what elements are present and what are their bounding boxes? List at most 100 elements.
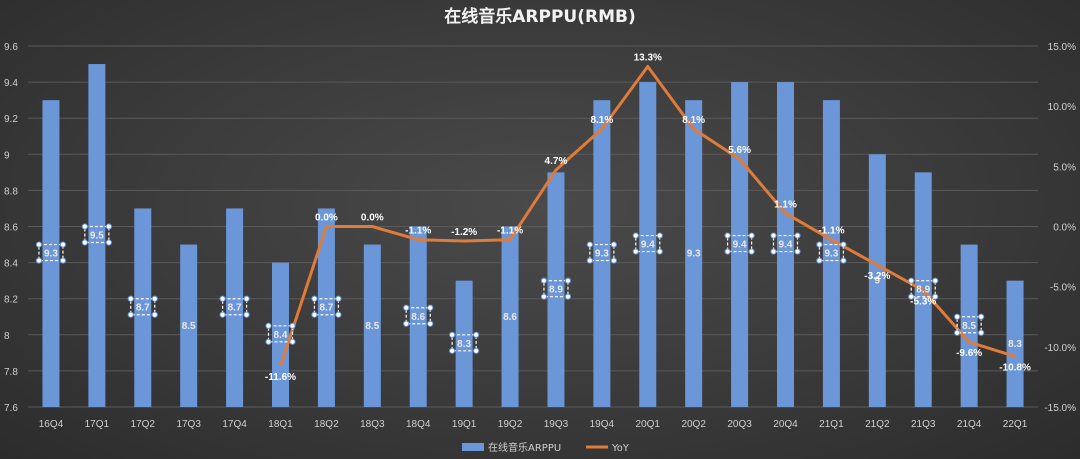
bar: [409, 226, 427, 407]
bar-value-label: 8.6: [411, 312, 425, 323]
selection-handle: [632, 248, 639, 255]
bar-value-label: 8.6: [503, 312, 517, 323]
bar-value-label: 8.9: [916, 285, 930, 296]
bar-value-label: 8.9: [549, 285, 563, 296]
x-tick-label: 18Q2: [314, 419, 339, 430]
selection-handle: [265, 322, 272, 329]
selection-handle: [724, 248, 731, 255]
x-tick-label: 19Q3: [544, 419, 569, 430]
axes: 7.6 7.8 8 8.2 8.4 8.6 8.8 9 9.2 9.4 9.6 -15.0% -10.0…: [4, 42, 1076, 430]
selection-handle: [564, 277, 572, 284]
y-right-tick-label: -15.0%: [1044, 403, 1076, 414]
y-left-tick-label: 8.6: [4, 223, 18, 234]
bar-value-label: 8.7: [136, 303, 150, 314]
y-right-tick-label: 5.0%: [1053, 162, 1076, 173]
bar-value-label: 9.4: [641, 240, 655, 251]
selection-box: [635, 234, 661, 253]
x-tick-label: 22Q1: [1003, 419, 1028, 430]
selection-handle: [540, 293, 548, 300]
selected-bar-label: 8.7: [219, 295, 250, 318]
bar-value-label: 9.4: [733, 240, 747, 251]
bar-value-label: 8.3: [457, 339, 471, 350]
legend: 在线音乐ARPPU YoY: [462, 441, 630, 454]
chart-title: 在线音乐ARPPU(RMB): [444, 6, 635, 27]
selection-box: [38, 243, 64, 262]
selected-bar-label: 9.4: [632, 232, 663, 255]
yoy-value-label: -3.2%: [864, 271, 890, 282]
yoy-value-label: 1.1%: [774, 199, 797, 210]
selection-box: [130, 298, 156, 316]
selection-handle: [59, 257, 67, 264]
x-tick-label: 21Q2: [865, 419, 890, 430]
selection-handle: [540, 277, 548, 284]
yoy-value-label: -10.8%: [999, 362, 1031, 373]
selection-handle: [770, 248, 777, 255]
bar: [685, 100, 703, 408]
bar: [180, 244, 198, 407]
bar-series: [42, 64, 1024, 408]
selected-bar-label: 8.5: [954, 313, 985, 336]
selection-handle: [473, 331, 480, 338]
selection-handle: [932, 293, 939, 300]
y-left-tick-label: 7.8: [4, 367, 18, 378]
selection-handle: [840, 241, 847, 248]
selection-handle: [81, 223, 88, 230]
line-series: [279, 64, 1016, 367]
y-left-tick-label: 9.2: [4, 114, 18, 125]
y-right-tick-label: 10.0%: [1048, 102, 1076, 113]
bar: [822, 100, 840, 408]
y-right-tick-label: -10.0%: [1044, 343, 1076, 354]
legend-swatch-bar: [462, 443, 484, 451]
y-right-tick-label: 0.0%: [1053, 223, 1076, 234]
bar-value-label: 8.3: [1008, 339, 1022, 350]
x-tick-label: 21Q3: [911, 419, 936, 430]
x-tick-label: 21Q4: [957, 419, 982, 430]
selection-handle: [265, 338, 272, 345]
bar-value-label: 9.3: [687, 249, 701, 260]
selection-box: [267, 325, 294, 343]
selection-handle: [335, 311, 342, 318]
selected-bar-label: 8.3: [449, 331, 480, 354]
y-left-tick-label: 8.8: [4, 186, 18, 197]
selection-handle: [243, 295, 250, 302]
selection-handle: [816, 241, 823, 248]
selection-box: [726, 234, 753, 253]
x-tick-label: 20Q3: [727, 419, 752, 430]
selection-handle: [219, 311, 226, 318]
selection-handle: [794, 248, 801, 255]
selection-handle: [81, 239, 88, 246]
legend-label-bar: 在线音乐ARPPU: [488, 441, 561, 454]
selected-bar-label: 9.4: [724, 232, 755, 255]
selection-handle: [564, 293, 572, 300]
yoy-value-label: 4.7%: [545, 156, 568, 167]
selection-handle: [724, 232, 731, 239]
bar: [226, 208, 244, 407]
selection-handle: [816, 257, 823, 264]
bar: [455, 280, 473, 407]
selection-handle: [932, 277, 939, 284]
y-left-tick-label: 8: [4, 331, 10, 342]
bar: [42, 100, 60, 408]
x-tick-label: 17Q1: [85, 419, 110, 430]
gridlines: [28, 45, 1038, 408]
selection-handle: [59, 241, 67, 248]
selection-handle: [586, 241, 593, 248]
bar: [639, 82, 657, 407]
bar-value-label: 9.3: [595, 249, 609, 260]
bar: [501, 226, 519, 407]
selection-handle: [978, 329, 985, 336]
y-right-tick-label: 15.0%: [1048, 42, 1076, 53]
yoy-value-label: 8.1%: [590, 115, 613, 126]
bar: [868, 154, 886, 407]
selection-box: [543, 280, 569, 298]
x-tick-label: 18Q1: [268, 419, 293, 430]
selection-handle: [289, 338, 296, 345]
selection-handle: [127, 311, 134, 318]
x-tick-label: 19Q2: [498, 419, 523, 430]
y-left-tick-label: 9.4: [4, 78, 18, 89]
yoy-value-label: -1.1%: [405, 226, 431, 237]
selected-bar-label: 9.5: [81, 223, 112, 246]
selection-handle: [403, 320, 410, 327]
selection-handle: [954, 313, 961, 320]
